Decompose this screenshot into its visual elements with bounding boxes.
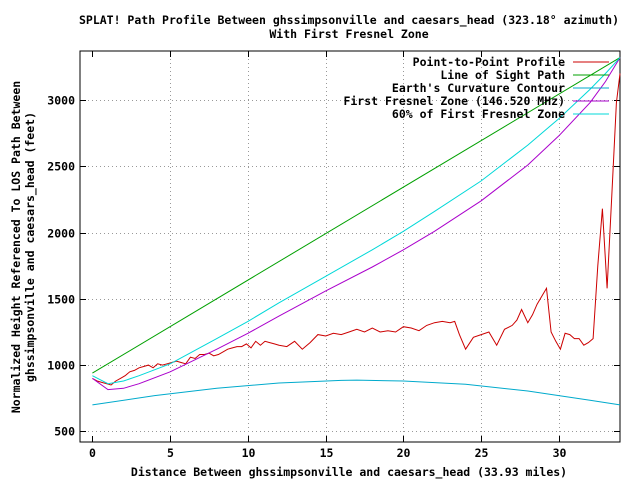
legend-label: Point-to-Point Profile	[413, 55, 565, 69]
chart-title-line-1: SPLAT! Path Profile Between ghssimpsonvi…	[79, 13, 619, 28]
legend-label: Earth's Curvature Contour	[392, 81, 565, 95]
x-tick-label: 15	[320, 446, 334, 460]
series-line-2	[92, 379, 621, 406]
x-tick-label: 5	[167, 446, 174, 460]
legend-label: 60% of First Fresnel Zone	[392, 107, 565, 121]
y-tick-label: 3000	[47, 94, 75, 108]
legend-label: First Fresnel Zone (146.520 MHz)	[343, 94, 565, 108]
y-tick-label: 1500	[47, 293, 75, 307]
y-axis-label-line-2: ghssimpsonville and caesars_head (feet)	[23, 112, 38, 382]
x-tick-label: 30	[553, 446, 567, 460]
x-tick-label: 20	[397, 446, 411, 460]
chart-title-line-2: With First Fresnel Zone	[269, 27, 428, 41]
y-tick-label: 2000	[47, 227, 75, 241]
series-line-0	[92, 73, 621, 386]
series-line-1	[92, 57, 621, 374]
x-axis-label: Distance Between ghssimpsonville and cae…	[131, 465, 567, 480]
series-line-3	[92, 57, 621, 391]
y-tick-label: 1000	[47, 359, 75, 373]
y-tick-label: 2500	[47, 160, 75, 174]
axes	[79, 50, 621, 443]
x-tick-labels: 0 5 10 15 20 25 30	[89, 446, 566, 460]
y-tick-label: 500	[54, 425, 75, 439]
x-tick-label: 0	[89, 446, 96, 460]
y-tick-labels: 500 1000 1500 2000 2500 3000	[47, 94, 75, 439]
legend-label: Line of Sight Path	[440, 68, 565, 82]
series-lines	[92, 57, 621, 406]
x-tick-label: 25	[475, 446, 489, 460]
series-line-4	[92, 57, 621, 385]
x-tick-label: 10	[242, 446, 256, 460]
plot-frame	[79, 50, 621, 443]
y-axis-label-line-1: Normalized Height Referenced To LOS Path…	[9, 81, 23, 413]
